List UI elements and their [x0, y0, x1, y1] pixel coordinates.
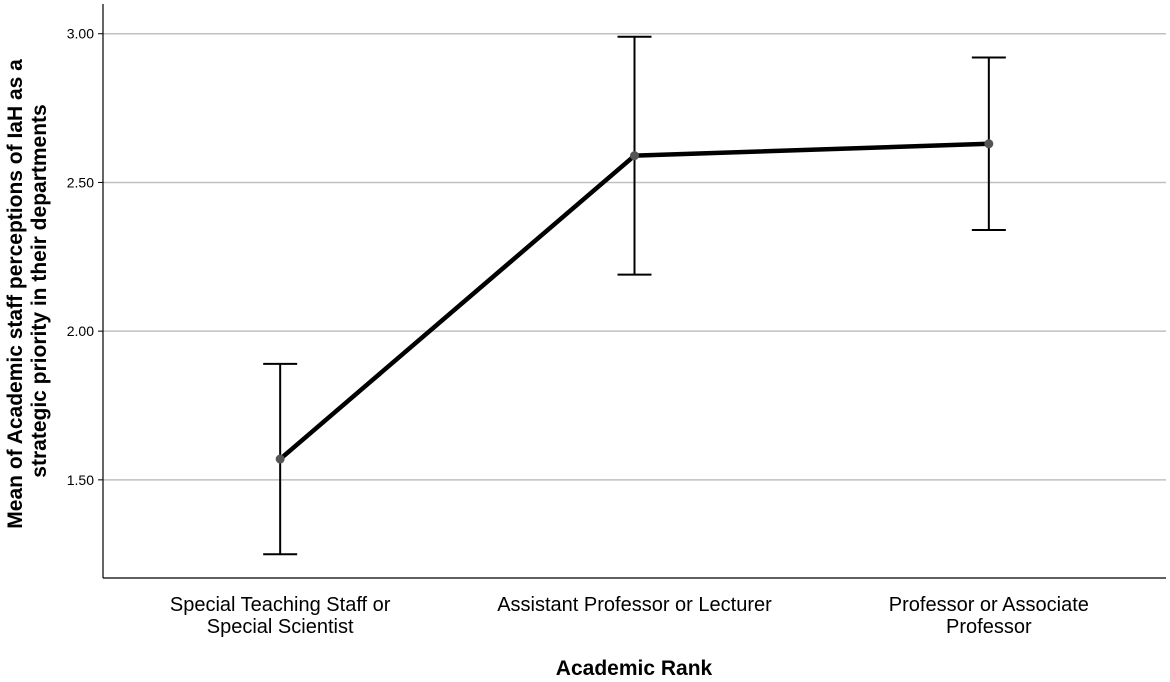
x-tick-label-line: Assistant Professor or Lecturer [497, 594, 772, 616]
x-tick-labels: Special Teaching Staff or Special Scienti… [170, 594, 1089, 638]
x-tick-label: Special Teaching Staff or Special Scienti… [170, 594, 391, 638]
y-tick-label: 3.00 [67, 26, 94, 42]
x-tick-label-line: Special Scientist [207, 616, 354, 638]
data-point [630, 151, 639, 161]
x-tick-label-line: Professor or Associate [889, 594, 1089, 616]
y-tick-label: 1.50 [67, 472, 94, 488]
axes [102, 4, 1166, 579]
error-bars [263, 35, 1006, 556]
x-axis-title: Academic Rank [556, 657, 713, 680]
data-point [984, 139, 994, 149]
data-point [275, 454, 285, 464]
x-tick-label-line: Special Teaching Staff or [170, 594, 391, 616]
x-tick-label-line: Professor [946, 616, 1032, 638]
y-axis-title: Mean of Academic staff perceptions of Ia… [4, 53, 51, 528]
x-tick-label: Professor or Associate Professor [889, 594, 1089, 638]
y-axis-title-line-2: strategic priority in their departments [28, 104, 51, 477]
markers [275, 139, 994, 464]
y-tick-label: 2.00 [67, 323, 94, 339]
x-tick-label: Assistant Professor or Lecturer [497, 594, 772, 616]
y-ticks: 1.50 2.00 2.50 3.00 [67, 26, 103, 488]
y-tick-label: 2.50 [67, 174, 94, 190]
y-axis-title-line-1: Mean of Academic staff perceptions of Ia… [4, 59, 27, 529]
